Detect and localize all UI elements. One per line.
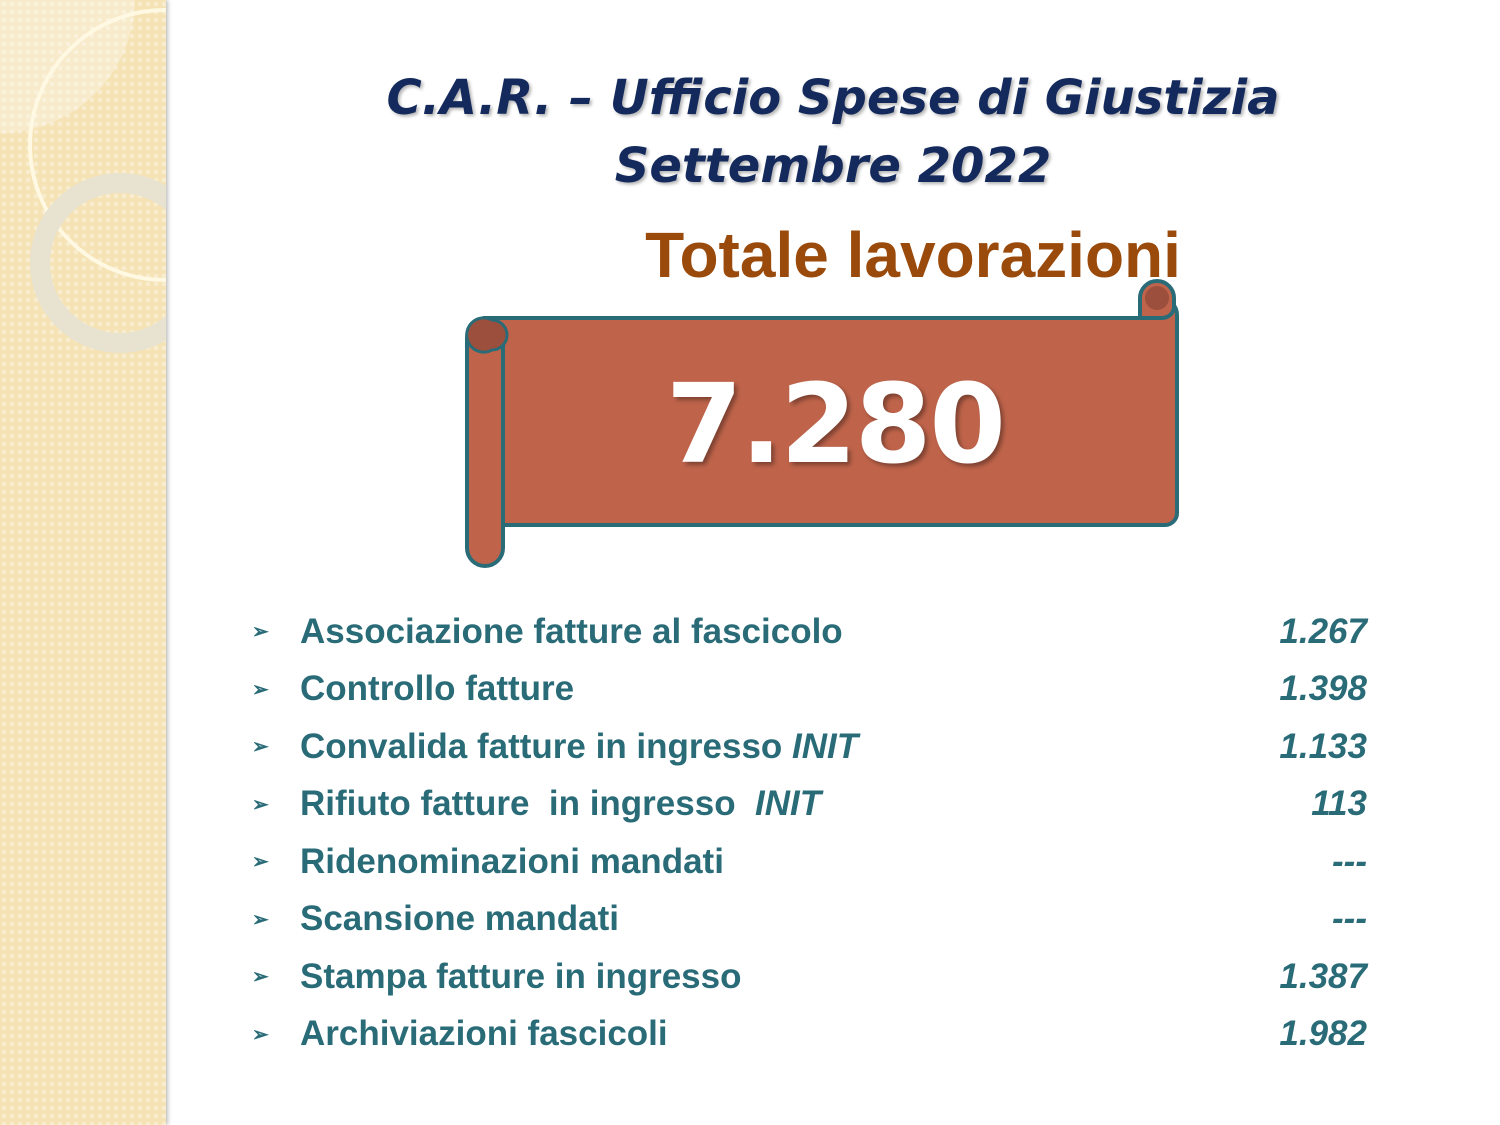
arrow-bullet-icon: ➢	[252, 736, 269, 759]
item-value: 1.398	[1279, 669, 1367, 709]
list-item: ➢ Rifiuto fatture in ingresso INIT 113	[252, 784, 1367, 824]
list-item: ➢ Convalida fatture in ingresso INIT 1.133	[252, 726, 1367, 766]
list-item: ➢ Associazione fatture al fascicolo 1.267	[252, 611, 1367, 651]
item-value: 113	[1311, 784, 1367, 824]
arrow-bullet-icon: ➢	[252, 678, 269, 701]
list-item: ➢ Stampa fatture in ingresso 1.387	[252, 956, 1367, 996]
decorative-sidebar	[0, 0, 166, 1125]
item-value: 1.982	[1279, 1014, 1367, 1054]
slide-period: Settembre 2022	[614, 138, 1052, 194]
arrow-bullet-icon: ➢	[252, 851, 269, 874]
scroll-banner	[465, 279, 1179, 568]
list-item: ➢ Scansione mandati ---	[252, 899, 1367, 939]
item-value: 1.133	[1279, 726, 1367, 766]
decorative-circles	[0, 0, 166, 353]
arrow-bullet-icon: ➢	[252, 1023, 269, 1046]
slide-title: C.A.R. – Ufficio Spese di Giustizia	[386, 70, 1280, 126]
list-item: ➢ Controllo fatture 1.398	[252, 669, 1367, 709]
item-value: 1.387	[1279, 956, 1367, 996]
item-value: ---	[1332, 841, 1367, 881]
list-item: ➢ Ridenominazioni mandati ---	[252, 841, 1367, 881]
activity-list: ➢ Associazione fatture al fascicolo 1.267 …	[252, 603, 1367, 1063]
arrow-bullet-icon: ➢	[252, 966, 269, 989]
total-value: 7.280	[666, 360, 1006, 488]
arrow-bullet-icon: ➢	[252, 621, 269, 644]
arrow-bullet-icon: ➢	[252, 793, 269, 816]
arrow-bullet-icon: ➢	[252, 908, 269, 931]
summary-label: Totale lavorazioni	[645, 219, 1181, 291]
item-value: 1.267	[1279, 611, 1367, 651]
item-value: ---	[1332, 899, 1367, 939]
list-item: ➢ Archiviazioni fascicoli 1.982	[252, 1014, 1367, 1054]
